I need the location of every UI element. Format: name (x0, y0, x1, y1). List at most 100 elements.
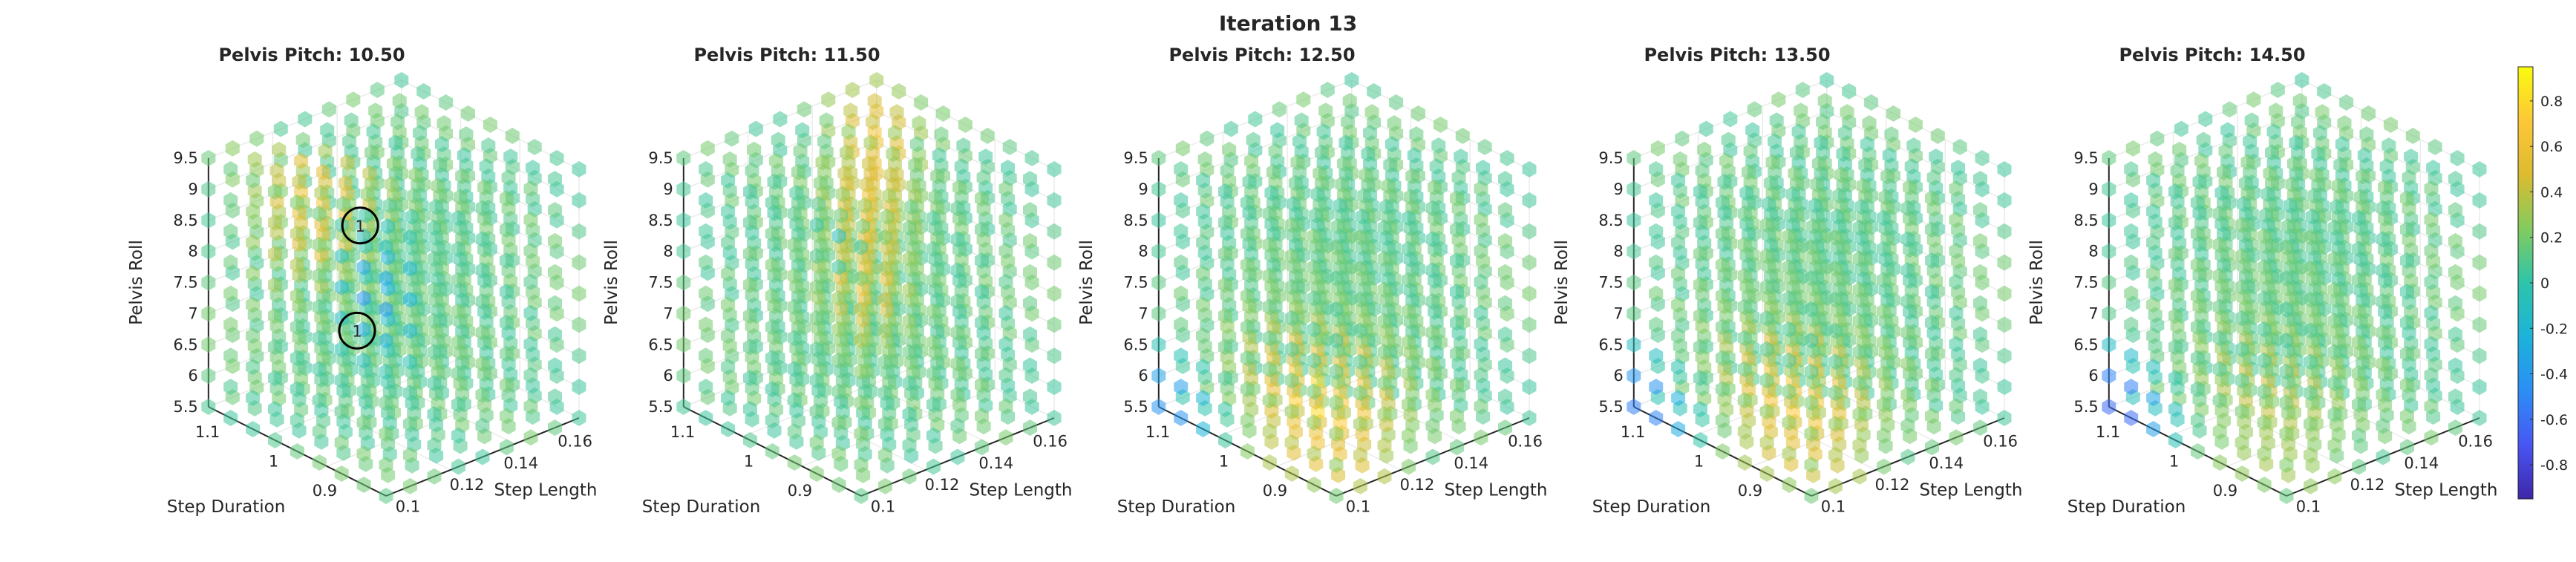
y-tick-label: 1.1 (195, 423, 220, 441)
scatter-point (392, 93, 407, 110)
scatter-point (1816, 114, 1831, 131)
scatter-point (572, 285, 586, 302)
scatter-point (2235, 341, 2249, 358)
scatter-point (791, 163, 805, 180)
scatter-point (1218, 339, 1232, 356)
scatter-point (2448, 295, 2462, 312)
scatter-point (1047, 192, 1062, 209)
scatter-point (1973, 357, 1987, 374)
scatter-point (1284, 310, 1299, 327)
scatter-point (479, 158, 494, 175)
scatter-point (1949, 304, 1964, 321)
z-tick-label: 9 (2088, 180, 2098, 198)
scatter-point (1425, 355, 1440, 372)
scatter-point (1949, 336, 1964, 353)
scatter-point (223, 347, 238, 365)
panel-title: Pelvis Pitch: 13.50 (1644, 45, 1830, 65)
scatter-point (676, 243, 691, 260)
scatter-point (1364, 104, 1379, 121)
scatter-point (1329, 425, 1344, 442)
scatter-point (1377, 281, 1392, 298)
scatter-point (2279, 394, 2294, 411)
scatter-point (2102, 336, 2116, 353)
y-tick-label: 1.1 (1145, 423, 1170, 441)
scatter-point (789, 184, 804, 201)
scatter-point (1697, 141, 1712, 158)
scatter-point (2212, 392, 2227, 409)
scatter-point (2190, 318, 2205, 336)
scatter-point (356, 352, 371, 369)
scatter-point (1828, 291, 1843, 308)
scatter-point (1715, 256, 1730, 273)
scatter-point (527, 139, 542, 155)
scatter-point (809, 372, 824, 389)
scatter-point (1832, 187, 1847, 204)
scatter-point (1047, 316, 1062, 333)
scatter-point (926, 365, 941, 382)
scatter-point (201, 305, 216, 322)
scatter-point (1925, 221, 1939, 238)
scatter-point (926, 334, 941, 351)
scatter-point (408, 166, 423, 183)
scatter-point (1852, 281, 1867, 298)
y-axis-label: Step Duration (642, 497, 761, 517)
scatter-point (998, 336, 1013, 353)
scatter-point (2102, 180, 2116, 197)
scatter-point (1715, 287, 1730, 304)
scatter-point (2146, 327, 2161, 344)
scatter-point (2198, 111, 2213, 128)
scatter-point (787, 392, 802, 409)
z-tick-label: 7.5 (173, 274, 197, 292)
scatter-point (1852, 313, 1867, 330)
scatter-point (883, 166, 898, 183)
marked-point: 1 (341, 206, 379, 245)
scatter-point (1900, 355, 1915, 372)
scatter-point (854, 301, 869, 318)
scatter-point (523, 273, 538, 290)
scatter-point (2270, 82, 2285, 99)
scatter-point (856, 218, 871, 235)
scatter-point (1402, 241, 1416, 258)
scatter-point (2170, 162, 2185, 179)
scatter-point (1858, 157, 1873, 174)
scatter-point (1975, 150, 1990, 166)
scatter-point (342, 133, 357, 150)
scatter-point (246, 296, 261, 313)
scatter-point (1671, 390, 1686, 407)
scatter-point (201, 367, 216, 385)
scatter-point (1023, 264, 1037, 281)
scatter-point (2190, 412, 2205, 429)
scatter-point (1804, 457, 1819, 474)
scatter-point (1949, 367, 1964, 384)
scatter-point (1383, 157, 1398, 174)
scatter-point (523, 180, 538, 197)
scatter-point (1782, 445, 1797, 463)
scatter-point (356, 383, 371, 400)
scatter-point (439, 94, 454, 111)
scatter-point (1047, 254, 1062, 271)
scatter-point (2124, 192, 2139, 209)
scatter-point (481, 137, 496, 154)
scatter-point (1900, 386, 1915, 403)
z-tick-label: 5.5 (648, 398, 673, 416)
scatter-point (2168, 214, 2183, 231)
z-tick-label: 5.5 (1123, 398, 1148, 416)
scatter-point (975, 439, 989, 456)
scatter-point (548, 171, 562, 188)
scatter-point (2102, 150, 2116, 166)
x-axis-label: Step Length (969, 480, 1072, 500)
scatter-point (2190, 287, 2205, 304)
scatter-point (797, 101, 811, 118)
scatter-point (416, 83, 431, 99)
scatter-point (902, 468, 917, 485)
scatter-point (787, 236, 802, 253)
scatter-point (1856, 177, 1871, 195)
scatter-point (2352, 334, 2366, 351)
z-tick-label: 7 (1613, 304, 1623, 322)
scatter-point (2257, 445, 2272, 463)
scatter-point (2246, 91, 2261, 108)
scatter-point (572, 161, 586, 177)
scatter-point (1196, 296, 1211, 313)
scatter-point (1884, 126, 1899, 143)
scatter-point (312, 236, 327, 253)
